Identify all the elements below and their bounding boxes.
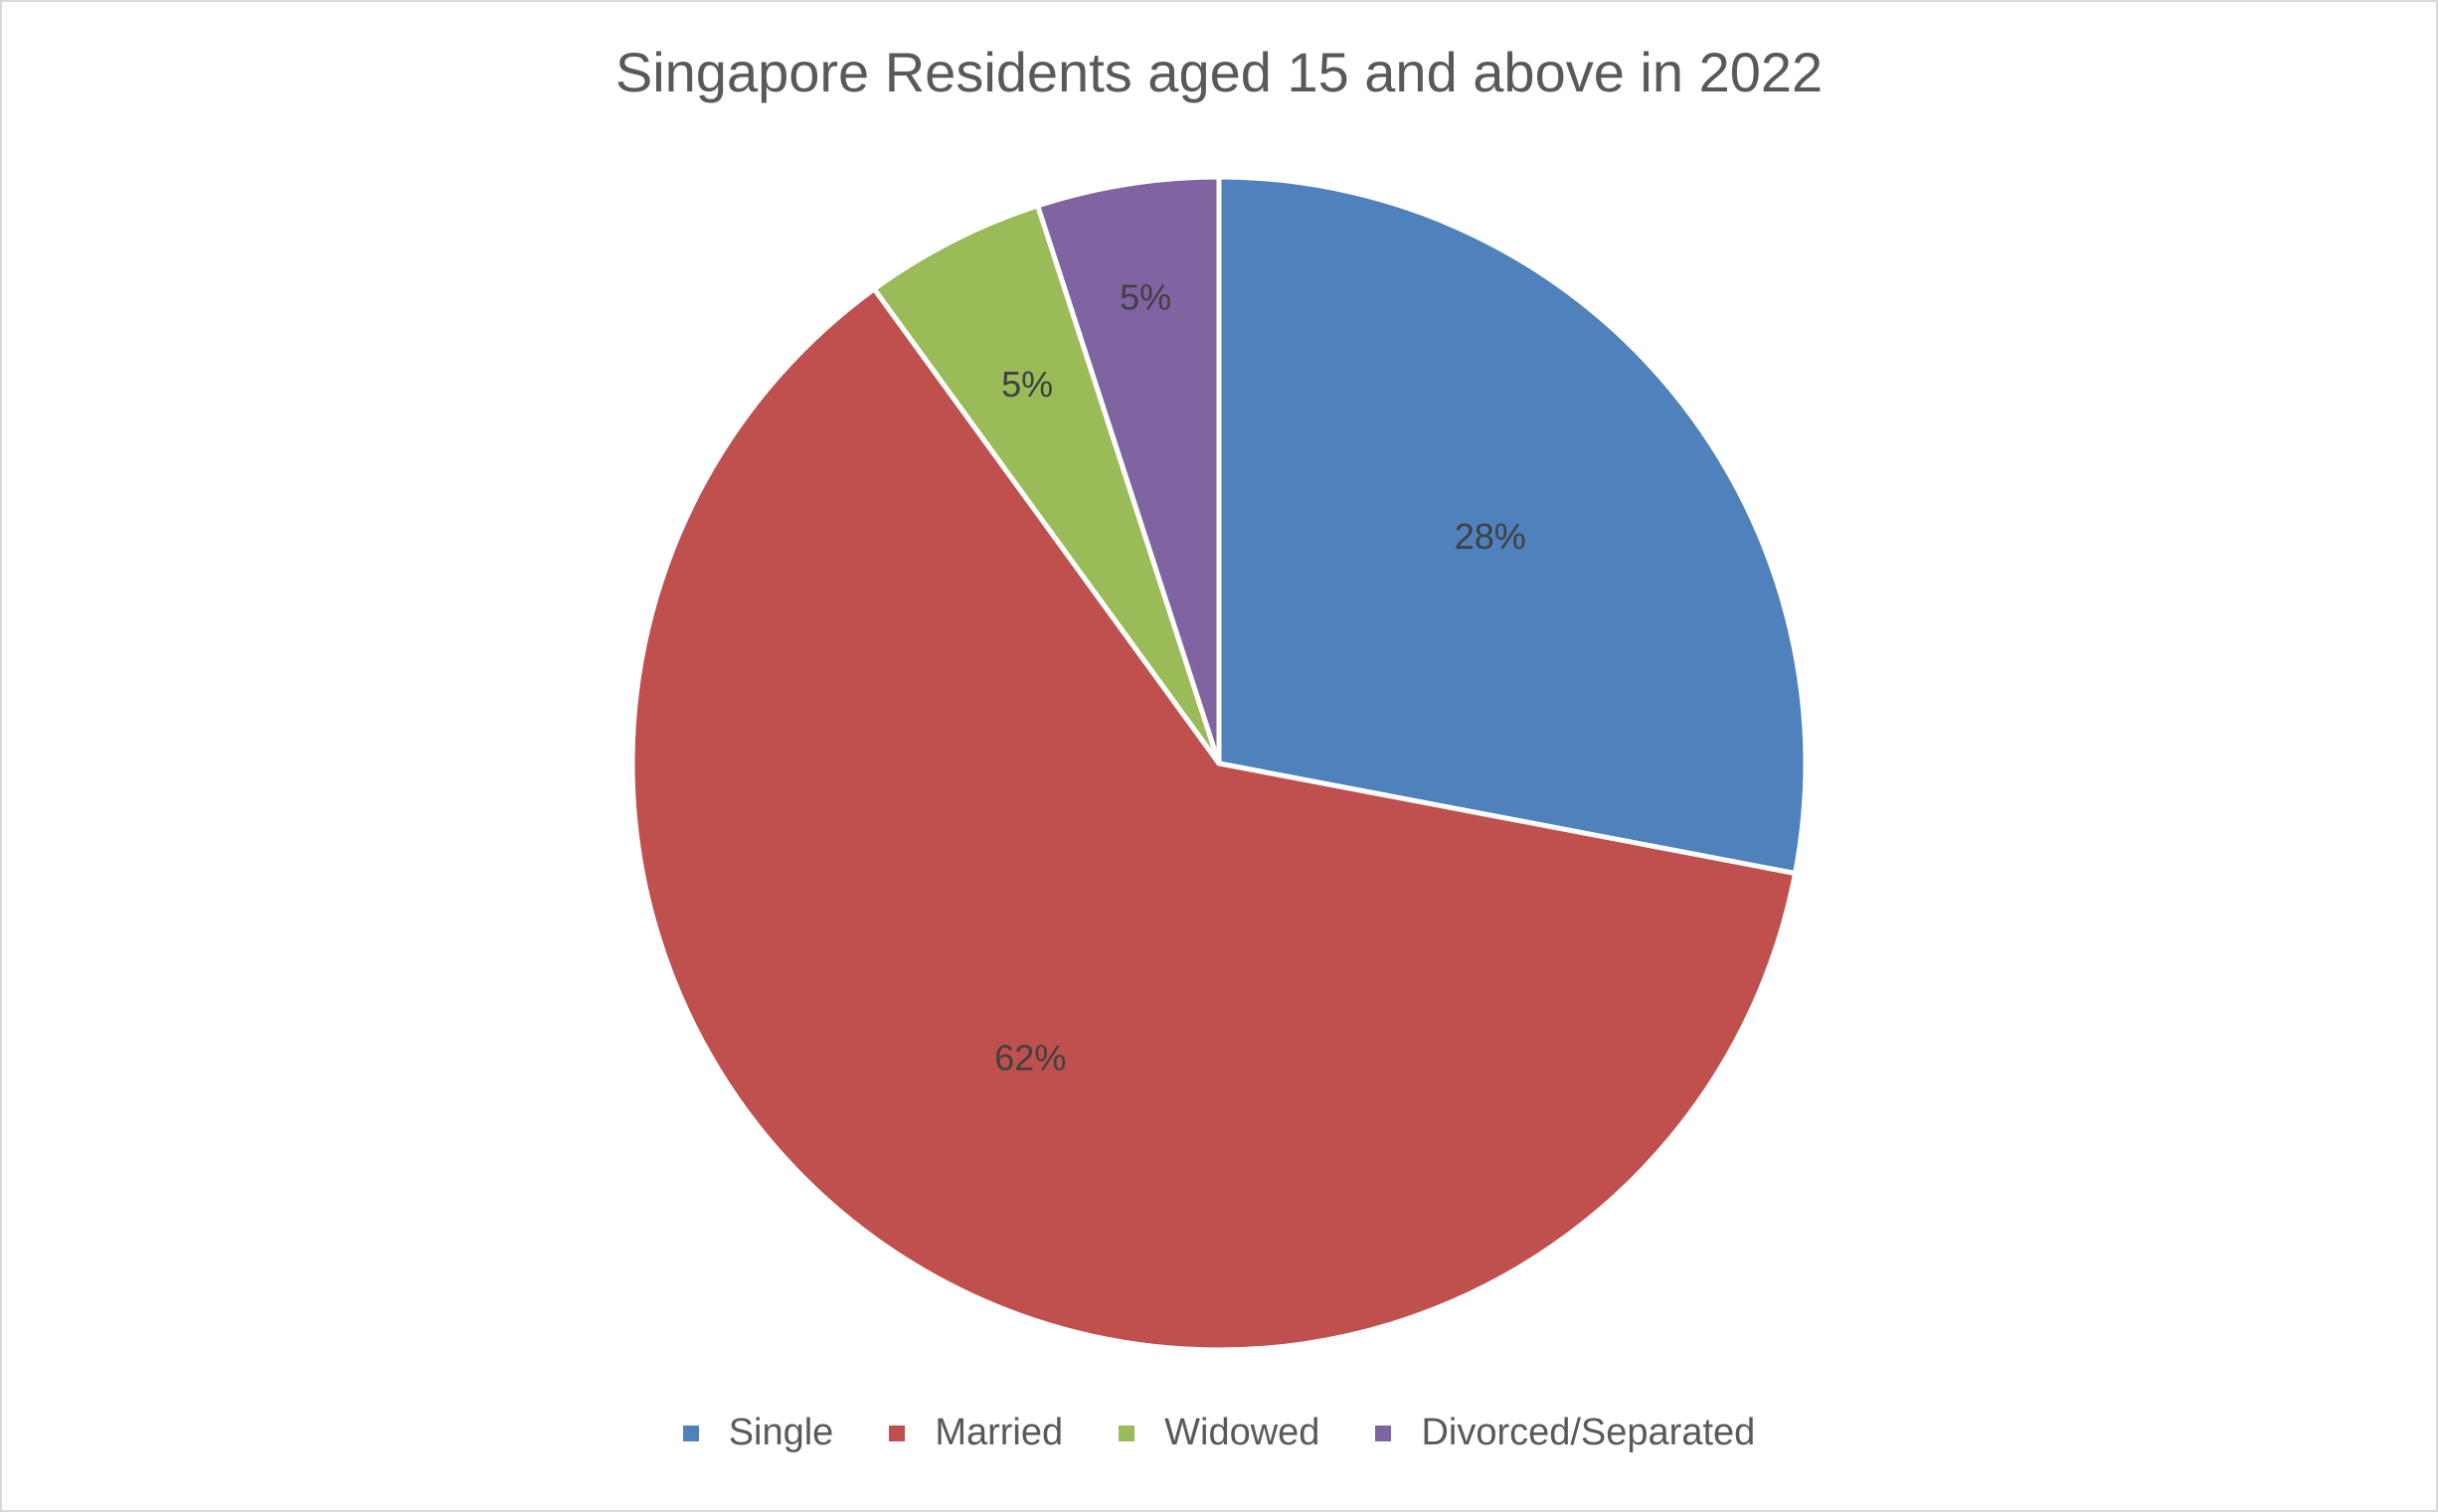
pie-slice-single[interactable]: [1216, 174, 1809, 877]
legend-swatch-widowed: [1119, 1425, 1135, 1441]
data-label-widowed: 5%: [1001, 364, 1053, 405]
pie-labels: 28% 62% 5% 5%: [994, 276, 1526, 1078]
legend-swatch-married: [889, 1425, 906, 1441]
legend-swatch-single: [682, 1425, 699, 1441]
legend-item-divorced-separated[interactable]: Divorced/Separated: [1375, 1412, 1755, 1454]
pie-slices: [629, 174, 1809, 1353]
legend-item-single[interactable]: Single: [682, 1412, 834, 1454]
legend-swatch-divorced-separated: [1375, 1425, 1392, 1441]
legend-label-widowed: Widowed: [1164, 1412, 1320, 1453]
legend-item-married[interactable]: Married: [889, 1412, 1063, 1454]
legend: Single Married Widowed Divorced/Separate…: [0, 1412, 2438, 1454]
pie-slice-widowed[interactable]: [871, 203, 1222, 766]
legend-item-widowed[interactable]: Widowed: [1119, 1412, 1319, 1454]
pie-slice-married[interactable]: [629, 286, 1799, 1353]
legend-label-divorced-separated: Divorced/Separated: [1421, 1412, 1756, 1453]
pie-slice-divorced-separated[interactable]: [1035, 174, 1222, 766]
legend-label-single: Single: [728, 1412, 834, 1453]
legend-label-married: Married: [935, 1412, 1064, 1453]
data-label-married: 62%: [994, 1037, 1066, 1078]
chart-title: Singapore Residents aged 15 and above in…: [614, 41, 1824, 103]
data-label-single: 28%: [1455, 516, 1526, 557]
data-label-divorced-separated: 5%: [1120, 276, 1171, 317]
